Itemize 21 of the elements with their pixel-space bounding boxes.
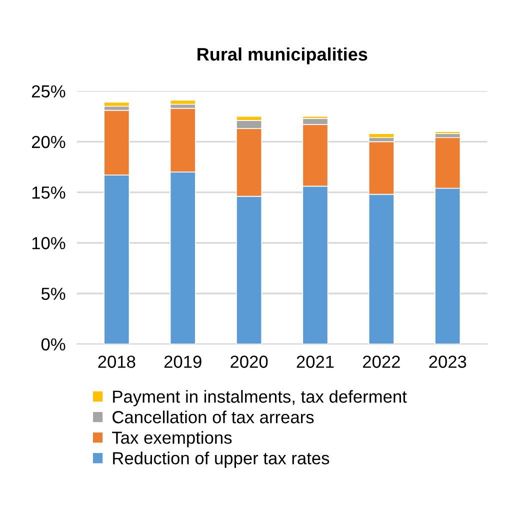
chart-title: Rural municipalities bbox=[198, 47, 368, 64]
bar bbox=[170, 100, 196, 105]
legend-label: Reduction of upper tax rates bbox=[113, 452, 330, 468]
x-tick-label: 2022 bbox=[363, 356, 400, 368]
bar bbox=[104, 102, 130, 107]
legend-label: Tax exemptions bbox=[112, 431, 232, 448]
x-tick-label: 2023 bbox=[429, 356, 466, 368]
legend-label: Payment in instalments, tax deferment bbox=[113, 390, 407, 406]
y-tick-label: 0% bbox=[41, 338, 66, 351]
legend-label: Cancellation of tax arrears bbox=[112, 410, 314, 424]
y-tick-label: 10% bbox=[32, 237, 66, 250]
x-tick-label: 2019 bbox=[164, 356, 202, 368]
x-tick-label: 2018 bbox=[98, 356, 136, 368]
y-tick-label: 5% bbox=[41, 288, 66, 300]
bar bbox=[434, 131, 461, 134]
y-tick-label: 15% bbox=[32, 186, 66, 199]
bar bbox=[368, 133, 394, 138]
x-tick-label: 2020 bbox=[230, 356, 268, 368]
y-tick-label: 25% bbox=[32, 85, 66, 98]
x-tick-label: 2021 bbox=[296, 356, 334, 368]
y-tick-label: 20% bbox=[32, 136, 66, 148]
